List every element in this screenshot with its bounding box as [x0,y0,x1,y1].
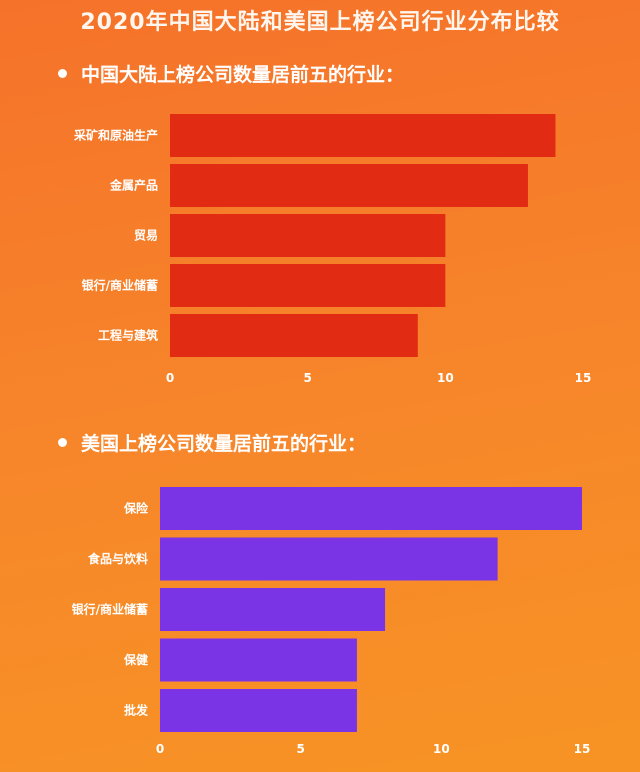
china-chart-title: 中国大陆上榜公司数量居前五的行业： [58,60,404,87]
china-bar [170,264,446,307]
bullet-icon [58,438,67,447]
us-tick-label: 0 [156,742,164,756]
us-bar [160,689,357,732]
china-category-label: 采矿和原油生产 [73,128,158,143]
us-category-label: 保险 [123,501,149,516]
us-category-label: 银行/商业储蓄 [72,602,148,617]
china-category-label: 金属产品 [109,178,158,193]
china-tick-label: 10 [437,371,454,385]
us-tick-label: 5 [296,742,304,756]
us-bar [160,487,582,530]
china-bar [170,114,556,157]
us-category-label: 批发 [124,703,149,718]
page-title: 2020年中国大陆和美国上榜公司行业分布比较 [80,10,560,35]
us-tick-label: 10 [433,742,450,756]
china-category-label: 工程与建筑 [98,328,158,343]
china-tick-label: 5 [303,371,311,385]
china-category-label: 银行/商业储蓄 [82,278,158,293]
china-bar [170,214,446,257]
china-bar [170,164,528,207]
us-chart-title: 美国上榜公司数量居前五的行业： [58,429,366,456]
us-category-label: 食品与饮料 [87,551,148,566]
bullet-icon [58,69,67,78]
us-bar [160,537,498,581]
china-chart-title-text: 中国大陆上榜公司数量居前五的行业： [81,64,405,86]
china-category-label: 贸易 [134,228,158,243]
us-chart-title-text: 美国上榜公司数量居前五的行业： [81,433,367,455]
china-bar [170,314,418,357]
china-tick-label: 15 [575,371,592,385]
us-category-label: 保健 [123,652,149,667]
us-bar [160,588,386,631]
china-tick-label: 0 [166,371,174,385]
us-tick-label: 15 [574,742,591,756]
us-bar [160,638,357,682]
